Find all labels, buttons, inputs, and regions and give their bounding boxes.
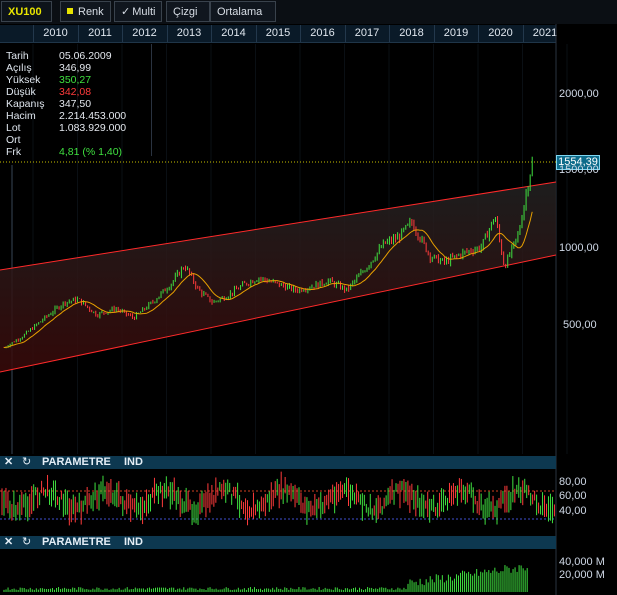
year-label: 2013 — [166, 25, 211, 42]
indicator-panel-header: ✕ ↻ PARAMETRE IND — [0, 456, 556, 469]
info-row: Ort — [6, 134, 152, 146]
year-label: 2021 — [522, 25, 567, 42]
close-icon[interactable]: ✕ — [4, 456, 14, 468]
info-value: 342,08 — [59, 86, 92, 98]
price-tick: 1500,00 — [559, 164, 599, 176]
ohlc-info-panel: Tarih 05.06.2009 Açılış 346,99 Yüksek 350,27 D… — [0, 44, 152, 158]
multi-button[interactable]: ✓ Multi — [114, 1, 162, 22]
volume-tick: 40,000 M — [559, 556, 605, 568]
info-value: 1.083.929.000 — [59, 122, 127, 134]
info-row: Frk 4,81 (% 1,40) — [6, 146, 152, 158]
year-label: 2011 — [77, 25, 122, 42]
year-label: 2014 — [211, 25, 255, 42]
info-key: Hacim — [6, 110, 36, 122]
year-label: 2010 — [33, 25, 77, 42]
info-key: Frk — [6, 146, 22, 158]
info-value: 346,99 — [59, 62, 92, 74]
info-value: 347,50 — [59, 98, 92, 110]
year-label: 2016 — [300, 25, 344, 42]
info-row: Tarih 05.06.2009 — [6, 50, 152, 62]
info-value: 05.06.2009 — [59, 50, 112, 62]
color-label: Renk — [78, 6, 104, 18]
average-label: Ortalama — [217, 6, 263, 18]
panel-title: PARAMETRE — [42, 456, 111, 468]
line-button[interactable]: Çizgi — [166, 1, 210, 22]
checkmark-icon: ✓ — [121, 6, 131, 18]
volume-tick: 20,000 M — [559, 569, 605, 581]
channel-lower-line — [0, 254, 557, 373]
multi-label: Multi — [132, 6, 156, 18]
close-icon[interactable]: ✕ — [4, 536, 14, 548]
info-row: Düşük 342,08 — [6, 86, 152, 98]
year-label: 2018 — [389, 25, 433, 42]
indicator-tick: 80,00 — [559, 476, 587, 488]
info-key: Yüksek — [6, 74, 41, 86]
info-key: Düşük — [6, 86, 36, 98]
channel-upper-line — [0, 181, 557, 271]
last-price-label: 1554,39 — [556, 155, 600, 170]
volume-panel-header: ✕ ↻ PARAMETRE IND — [0, 536, 556, 549]
refresh-icon[interactable]: ↻ — [22, 536, 32, 548]
year-label: 2019 — [433, 25, 478, 42]
info-key: Lot — [6, 122, 21, 134]
info-value: 350,27 — [59, 74, 92, 86]
info-value: 2.214.453.000 — [59, 110, 127, 122]
indicator-tick: 40,00 — [559, 505, 587, 517]
info-value: 4,81 (% 1,40) — [59, 146, 123, 158]
info-key: Açılış — [6, 62, 32, 74]
line-label: Çizgi — [173, 6, 198, 18]
color-button[interactable]: Renk — [60, 1, 111, 22]
year-label: 2015 — [255, 25, 300, 42]
year-label: 2012 — [122, 25, 166, 42]
info-key: Kapanış — [6, 98, 45, 110]
moving-average-line — [3, 211, 533, 349]
year-label: 2020 — [478, 25, 522, 42]
info-row: Açılış 346,99 — [6, 62, 152, 74]
year-axis: 2010 2011 2012 2013 2014 2015 2016 2017 2018 2019… — [0, 25, 557, 43]
average-button[interactable]: Ortalama — [210, 1, 276, 22]
toolbar: XU100 Renk ✓ Multi Çizgi Ortalama — [0, 0, 617, 24]
color-swatch-icon — [67, 8, 73, 14]
regression-channel — [0, 182, 556, 372]
info-row: Hacim 2.214.453.000 — [6, 110, 152, 122]
price-tick: 500,00 — [563, 319, 597, 331]
year-label: 2017 — [344, 25, 389, 42]
price-tick: 1000,00 — [559, 242, 599, 254]
info-row: Kapanış 347,50 — [6, 98, 152, 110]
symbol-field[interactable]: XU100 — [1, 1, 52, 22]
price-tick: 2000,00 — [559, 88, 599, 100]
info-row: Lot 1.083.929.000 — [6, 122, 152, 134]
refresh-icon[interactable]: ↻ — [22, 456, 32, 468]
panel-ind-label: IND — [124, 456, 143, 468]
panel-ind-label: IND — [124, 536, 143, 548]
panel-title: PARAMETRE — [42, 536, 111, 548]
info-row: Yüksek 350,27 — [6, 74, 152, 86]
info-key: Tarih — [6, 50, 29, 62]
info-key: Ort — [6, 134, 21, 146]
indicator-tick: 60,00 — [559, 490, 587, 502]
